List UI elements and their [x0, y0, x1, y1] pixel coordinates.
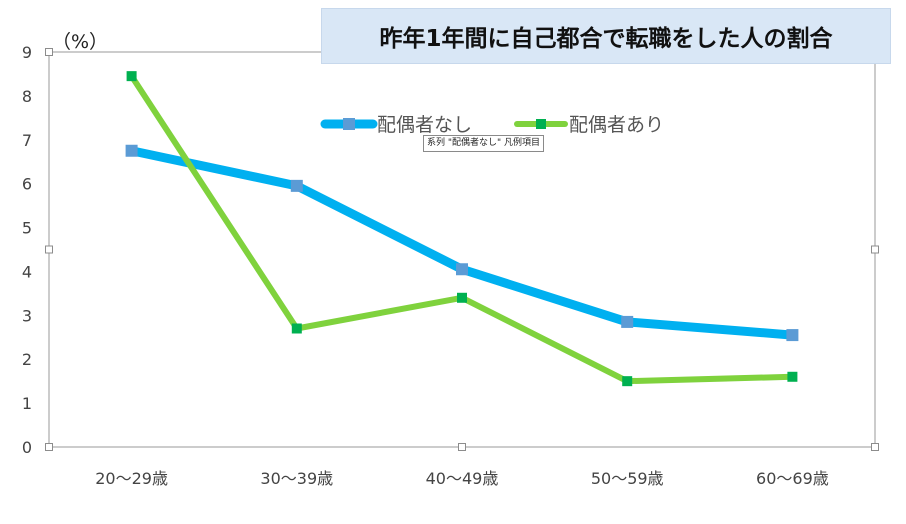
data-point-marker[interactable] — [786, 329, 799, 342]
data-point-marker[interactable] — [621, 315, 634, 328]
y-tick-label: 6 — [22, 175, 32, 194]
chart-frame — [45, 48, 879, 451]
legend-tooltip: 系列 "配偶者なし" 凡例項目 — [423, 135, 545, 152]
x-axis: 20〜29歳 30〜39歳 40〜49歳 50〜59歳 60〜69歳 — [95, 469, 829, 488]
chart-title: 昨年1年間に自己都合で転職をした人の割合 — [321, 8, 891, 64]
data-point-marker[interactable] — [622, 376, 633, 387]
data-point-marker[interactable] — [290, 179, 303, 192]
x-tick-label: 40〜49歳 — [426, 469, 499, 488]
y-axis-unit-label: （%） — [52, 31, 108, 53]
y-tick-label: 4 — [22, 262, 32, 281]
selection-handle[interactable] — [458, 443, 466, 451]
y-tick-label: 9 — [22, 43, 32, 62]
y-axis: 0 1 2 3 4 5 6 7 8 9 — [22, 43, 32, 457]
selection-handle[interactable] — [45, 245, 53, 254]
data-point-marker[interactable] — [126, 71, 137, 82]
legend-swatch-marker[interactable] — [343, 118, 355, 130]
selection-handle[interactable] — [45, 48, 53, 56]
x-tick-label: 50〜59歳 — [591, 469, 664, 488]
plot-area-border — [48, 51, 876, 448]
x-tick-label: 60〜69歳 — [756, 469, 829, 488]
y-tick-label: 7 — [22, 131, 32, 150]
legend-label[interactable]: 配偶者なし — [377, 114, 472, 136]
y-tick-label: 2 — [22, 350, 32, 369]
data-point-marker[interactable] — [125, 144, 138, 157]
y-tick-label: 0 — [22, 438, 32, 457]
y-tick-label: 5 — [22, 219, 32, 238]
data-point-marker[interactable] — [456, 263, 468, 276]
plot-area[interactable] — [125, 71, 799, 387]
legend[interactable]: 配偶者なし 配偶者あり — [320, 114, 664, 136]
series-line[interactable] — [130, 146, 793, 340]
x-tick-label: 30〜39歳 — [260, 469, 333, 488]
x-tick-label: 20〜29歳 — [95, 469, 168, 488]
selection-handle[interactable] — [871, 245, 879, 254]
data-point-marker[interactable] — [457, 292, 467, 303]
legend-swatch-marker[interactable] — [536, 119, 546, 129]
y-tick-label: 3 — [22, 306, 32, 325]
y-tick-label: 1 — [22, 394, 32, 413]
legend-label[interactable]: 配偶者あり — [569, 114, 664, 136]
data-point-marker[interactable] — [291, 323, 302, 334]
y-tick-label: 8 — [22, 87, 32, 106]
selection-handle[interactable] — [871, 443, 879, 451]
data-point-marker[interactable] — [787, 371, 798, 382]
selection-handle[interactable] — [45, 443, 53, 451]
